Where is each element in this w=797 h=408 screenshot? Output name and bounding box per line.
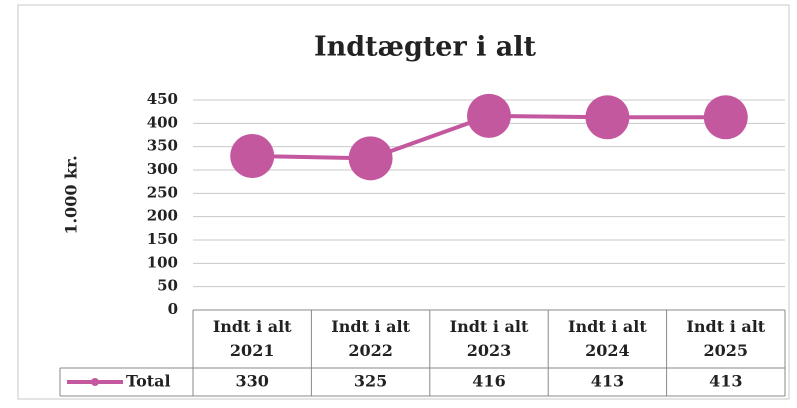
table-value: 413 — [709, 372, 742, 391]
marker — [585, 95, 630, 140]
marker — [230, 134, 275, 178]
marker — [348, 136, 393, 181]
y-tick-label: 300 — [147, 160, 178, 178]
table-value: 416 — [472, 372, 505, 391]
legend-label: Total — [126, 372, 171, 391]
table-value: 330 — [235, 372, 268, 391]
y-tick-label: 200 — [147, 207, 178, 225]
marker — [703, 95, 748, 140]
marker — [467, 93, 511, 138]
chart-title: Indtægter i alt — [314, 32, 537, 63]
x-tick-label: Indt i alt 2021 — [213, 317, 292, 360]
y-tick-label: 0 — [168, 300, 178, 318]
chart-frame — [17, 4, 790, 400]
x-tick-label: Indt i alt 2023 — [450, 317, 529, 360]
y-tick-label: 350 — [147, 137, 178, 155]
y-tick-label: 150 — [147, 230, 178, 248]
y-tick-label: 400 — [147, 113, 178, 131]
legend-swatch — [91, 378, 99, 386]
x-tick-label: Indt i alt 2024 — [568, 317, 647, 360]
y-axis-label: 1.000 kr. — [62, 155, 81, 234]
x-tick-label: Indt i alt 2025 — [686, 317, 765, 360]
y-tick-label: 50 — [157, 277, 178, 295]
y-tick-label: 100 — [147, 253, 178, 271]
y-tick-label: 450 — [147, 90, 178, 108]
table-value: 413 — [591, 372, 624, 391]
x-tick-label: Indt i alt 2022 — [331, 317, 410, 360]
table-value: 325 — [354, 372, 387, 391]
y-tick-label: 250 — [147, 183, 178, 201]
